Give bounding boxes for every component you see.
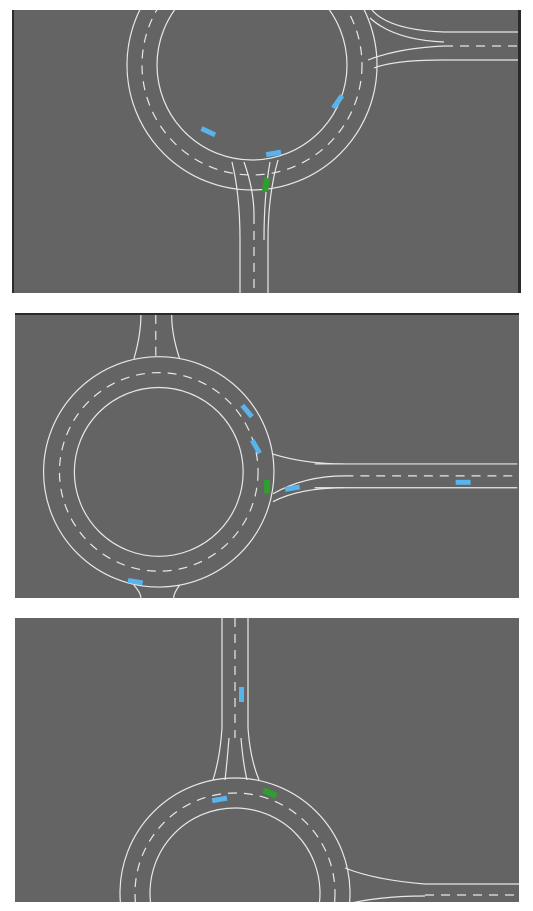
south-road: [133, 584, 181, 598]
frame-3-scene: [119, 618, 519, 902]
frame-1-roundabout-view: [12, 10, 521, 293]
vehicle-car: [265, 149, 282, 158]
vehicle-car: [250, 439, 262, 455]
roundabout-ring: [42, 356, 275, 588]
east-road: [272, 453, 518, 503]
vehicle-car: [331, 94, 345, 110]
south-road: [231, 159, 279, 293]
vehicle-car: [127, 577, 144, 586]
vehicle-car: [200, 126, 217, 138]
east-road: [367, 10, 518, 69]
ego-vehicle: [264, 479, 270, 494]
vehicles: [127, 403, 471, 586]
north-road: [212, 618, 260, 781]
vehicle-car: [284, 484, 301, 492]
vehicle-car: [239, 687, 244, 702]
vehicles: [211, 687, 278, 804]
frame-1-scene: [126, 10, 518, 293]
frame-2-scene: [42, 315, 518, 598]
vehicle-car: [455, 479, 471, 485]
frame-2-roundabout-view: [15, 313, 519, 598]
vehicle-car: [240, 403, 254, 419]
ego-vehicle: [262, 787, 278, 799]
roundabout-ring: [119, 777, 351, 902]
vehicle-car: [211, 795, 228, 804]
frame-3-roundabout-view: [15, 618, 519, 902]
east-road: [344, 867, 519, 902]
ego-vehicle: [261, 177, 271, 193]
vehicles: [200, 94, 345, 193]
north-road: [133, 315, 181, 359]
